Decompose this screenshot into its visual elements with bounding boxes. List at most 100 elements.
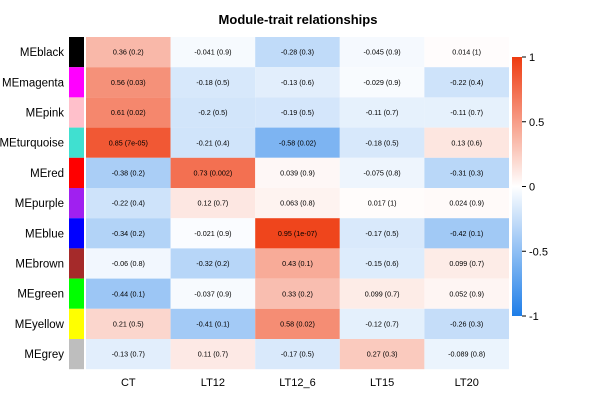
heatmap-cell	[255, 278, 340, 309]
cell-label: -0.18 (0.5)	[366, 138, 399, 147]
heatmap-cell	[424, 127, 509, 158]
heatmap-cell	[86, 37, 171, 68]
heatmap-cell	[339, 97, 425, 128]
cell-label: -0.17 (0.5)	[366, 229, 399, 238]
colorbar-legend: 1 0.5 0 -0.5 -1	[512, 52, 548, 323]
cell-label: -0.2 (0.5)	[198, 108, 227, 117]
heatmap-cell	[170, 67, 256, 98]
module-swatch-MEmagenta	[69, 67, 84, 98]
cell-label: -0.029 (0.9)	[364, 78, 401, 87]
heatmap-cell	[170, 97, 256, 128]
heatmap-cell	[255, 97, 340, 128]
cell-label: -0.15 (0.6)	[366, 259, 399, 268]
colorbar-tick-label: -0.5	[529, 246, 548, 258]
row-label-MEbrown: MEbrown	[15, 259, 64, 271]
cell-label: -0.13 (0.7)	[112, 350, 145, 359]
heatmap-cell	[86, 248, 171, 279]
heatmap-cell	[170, 278, 256, 309]
column-label-LT12_6: LT12_6	[279, 377, 316, 389]
cell-label: -0.26 (0.3)	[450, 320, 483, 329]
row-label-MEgreen: MEgreen	[17, 289, 64, 301]
cell-label: -0.06 (0.8)	[112, 259, 145, 268]
cell-label: 0.039 (0.9)	[280, 169, 315, 178]
heatmap-cell	[170, 127, 256, 158]
row-label-MEyellow: MEyellow	[15, 319, 65, 331]
row-label-MEgrey: MEgrey	[24, 349, 64, 361]
colorbar-tick-label: 1	[529, 52, 535, 64]
heatmap-cell	[339, 67, 425, 98]
module-swatch-MEgrey	[69, 339, 84, 370]
row-label-MEred: MEred	[30, 168, 64, 180]
heatmap-cell	[339, 218, 425, 249]
heatmap-cell	[86, 97, 171, 128]
heatmap-cell	[86, 218, 171, 249]
colorbar-gradient	[512, 57, 522, 316]
heatmap-cell	[255, 339, 340, 370]
heatmap-cell	[424, 157, 509, 188]
cell-label: -0.42 (0.1)	[450, 229, 483, 238]
heatmap-cell	[339, 308, 425, 339]
cell-label: 0.099 (0.7)	[449, 259, 484, 268]
cell-label: -0.34 (0.2)	[112, 229, 145, 238]
heatmap-cell	[424, 278, 509, 309]
module-color-swatches	[69, 37, 84, 370]
row-label-MEblack: MEblack	[20, 47, 64, 59]
heatmap-cell	[255, 127, 340, 158]
module-swatch-MEpurple	[69, 188, 84, 219]
cell-label: 0.12 (0.7)	[198, 199, 229, 208]
module-swatch-MEyellow	[69, 308, 84, 339]
chart-title: Module-trait relationships	[219, 12, 378, 27]
module-swatch-MEbrown	[69, 248, 84, 279]
cell-label: 0.43 (0.1)	[282, 259, 313, 268]
cell-label: -0.13 (0.6)	[281, 78, 314, 87]
row-label-MEpurple: MEpurple	[15, 198, 64, 210]
cell-label: 0.017 (1)	[368, 199, 397, 208]
cell-label: -0.58 (0.02)	[279, 138, 316, 147]
heatmap-cell	[339, 127, 425, 158]
cell-label: -0.045 (0.9)	[364, 48, 401, 57]
cell-label: 0.024 (0.9)	[449, 199, 484, 208]
column-label-LT15: LT15	[370, 377, 394, 389]
cell-label: 0.95 (1e-07)	[278, 229, 317, 238]
cell-label: 0.27 (0.3)	[367, 350, 398, 359]
cell-label: -0.037 (0.9)	[194, 289, 231, 298]
module-swatch-MEred	[69, 157, 84, 188]
cell-label: -0.22 (0.4)	[450, 78, 483, 87]
row-label-MEpink: MEpink	[26, 108, 65, 120]
colorbar-tick-label: 0	[529, 182, 535, 194]
cell-label: -0.19 (0.5)	[281, 108, 314, 117]
heatmap-cell	[255, 248, 340, 279]
heatmap-cell	[170, 218, 256, 249]
module-swatch-MEblack	[69, 37, 84, 68]
heatmap-cell	[86, 278, 171, 309]
colorbar-tick-label: -1	[529, 311, 539, 323]
heatmap-cell	[255, 157, 340, 188]
column-labels: CT LT12 LT12_6 LT15 LT20	[121, 377, 479, 389]
heatmap-cell	[255, 308, 340, 339]
heatmap-cell	[424, 67, 509, 98]
heatmap-cell	[424, 97, 509, 128]
heatmap-cell	[86, 67, 171, 98]
heatmap-cell	[170, 188, 256, 219]
cell-label: -0.38 (0.2)	[112, 169, 145, 178]
row-label-MEturquoise: MEturquoise	[0, 138, 64, 150]
cell-label: -0.17 (0.5)	[281, 350, 314, 359]
cell-label: 0.73 (0.002)	[194, 169, 233, 178]
cell-label: 0.052 (0.9)	[449, 289, 484, 298]
module-swatch-MEturquoise	[69, 127, 84, 158]
cell-label: 0.099 (0.7)	[365, 289, 400, 298]
cell-label: -0.28 (0.3)	[281, 48, 314, 57]
heatmap-cell	[86, 339, 171, 370]
cell-label: -0.041 (0.9)	[194, 48, 231, 57]
heatmap-cell	[424, 339, 509, 370]
cell-label: -0.21 (0.4)	[196, 138, 229, 147]
cell-label: -0.41 (0.1)	[196, 320, 229, 329]
cell-label: 0.56 (0.03)	[111, 78, 146, 87]
cell-label: -0.22 (0.4)	[112, 199, 145, 208]
cell-label: 0.014 (1)	[452, 48, 481, 57]
heatmap-cell	[170, 308, 256, 339]
heatmap-cell	[86, 127, 171, 158]
module-swatch-MEgreen	[69, 278, 84, 309]
heatmap-cell	[255, 37, 340, 68]
heatmap-cell	[339, 157, 425, 188]
